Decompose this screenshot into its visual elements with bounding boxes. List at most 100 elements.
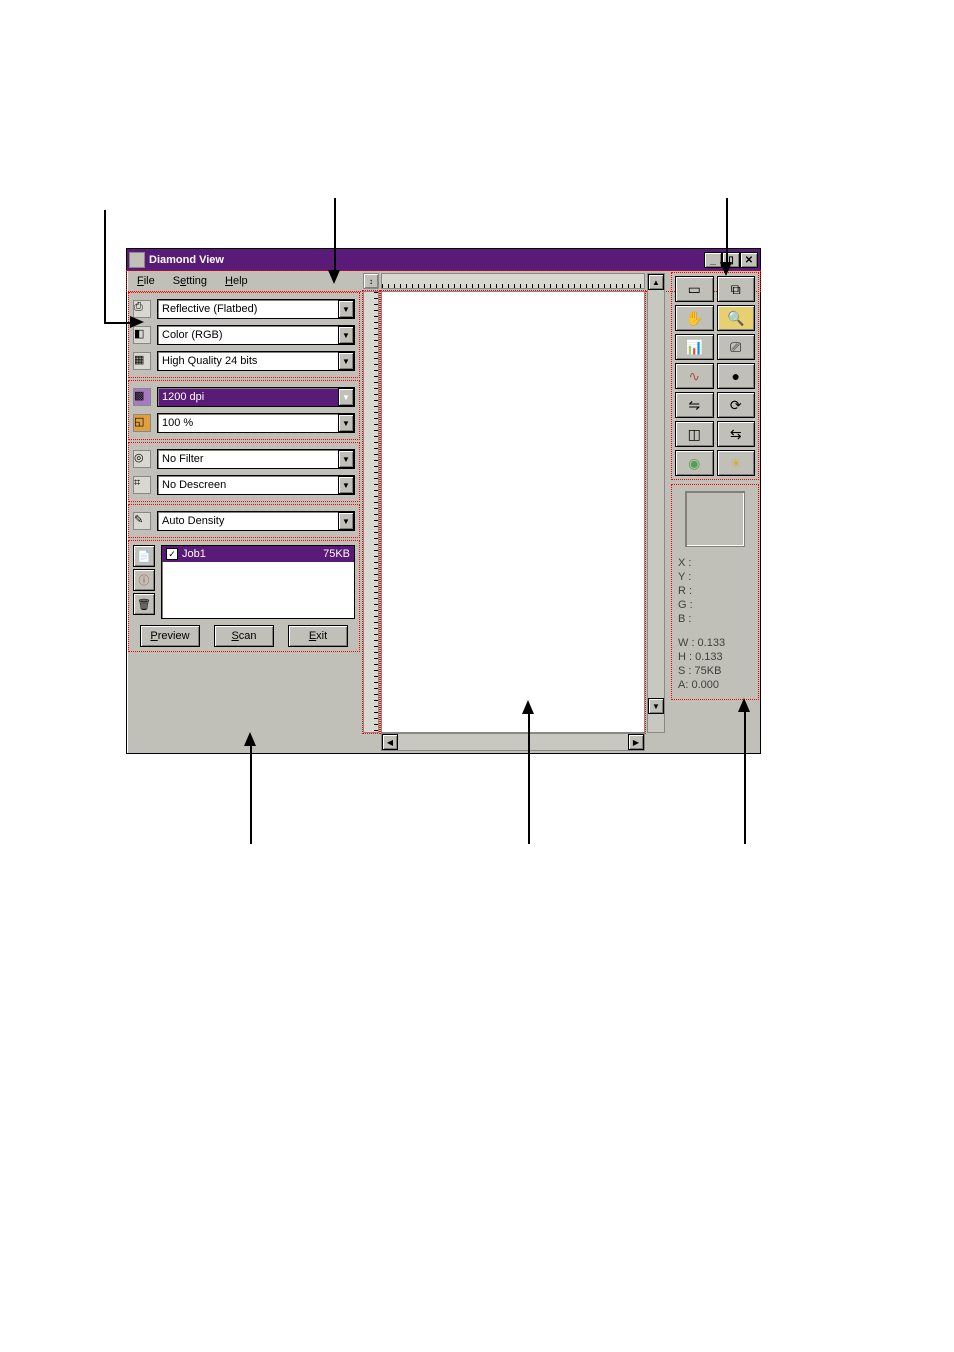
density-value: Auto Density	[162, 515, 224, 527]
grid-icon: ▩	[133, 388, 151, 406]
chevron-down-icon[interactable]: ▼	[338, 414, 354, 432]
scroll-left-button[interactable]: ◀	[382, 734, 398, 750]
chevron-down-icon[interactable]: ▼	[338, 388, 354, 406]
chevron-down-icon[interactable]: ▼	[338, 476, 354, 494]
scale-icon: ◱	[133, 414, 151, 432]
bits-icon: ▦	[133, 352, 151, 370]
job-name: Job1	[182, 548, 206, 560]
levels-tool[interactable]: ⎚	[717, 334, 756, 360]
titlebar: Diamond View _ ▯ ✕	[127, 249, 760, 271]
callout-arrow	[726, 198, 728, 264]
filter-value: No Filter	[162, 453, 204, 465]
preview-canvas[interactable]	[381, 291, 645, 733]
descreen-icon: ⌗	[133, 476, 151, 494]
bit-depth-combo[interactable]: High Quality 24 bits ▼	[157, 351, 355, 371]
curves-tool[interactable]: ∿	[675, 363, 714, 389]
job-info-button[interactable]: ⓘ	[133, 569, 155, 591]
callout-arrowhead	[522, 700, 534, 714]
color-balance-tool[interactable]: ◉	[675, 450, 714, 476]
scrollbar-vertical[interactable]: ▲ ▼	[647, 273, 665, 733]
job-size: 75KB	[323, 548, 350, 560]
info-h: H : 0.133	[678, 651, 752, 663]
source-value: Reflective (Flatbed)	[162, 303, 257, 315]
info-a: A: 0.000	[678, 679, 752, 691]
info-b: B :	[678, 613, 752, 625]
brightness-tool[interactable]: ☀	[717, 450, 756, 476]
exit-button[interactable]: Exit	[288, 625, 348, 647]
source-combo[interactable]: Reflective (Flatbed) ▼	[157, 299, 355, 319]
delete-job-button[interactable]: 🗑	[133, 593, 155, 615]
scan-button[interactable]: Scan	[214, 625, 274, 647]
frame-tool[interactable]: ▭	[675, 276, 714, 302]
scan-settings-group: ⎙ Reflective (Flatbed) ▼ ◧ Color (RGB) ▼…	[129, 293, 359, 377]
chevron-down-icon[interactable]: ▼	[338, 450, 354, 468]
hand-tool[interactable]: ✋	[675, 305, 714, 331]
descreen-value: No Descreen	[162, 479, 226, 491]
bit-depth-value: High Quality 24 bits	[162, 355, 257, 367]
circle-tool[interactable]: ●	[717, 363, 756, 389]
close-button[interactable]: ✕	[740, 252, 758, 268]
info-w: W : 0.133	[678, 637, 752, 649]
info-panel: X : Y : R : G : B : W : 0.133 H : 0.133 …	[672, 485, 758, 699]
info-y: Y :	[678, 571, 752, 583]
tool-palette: ▭ ⧉ ✋ 🔍 📊 ⎚ ∿ ● ⇋ ⟳ ◫ ⇆ ◉ ☀	[672, 273, 758, 479]
preview-button[interactable]: Preview	[140, 625, 200, 647]
callout-arrowhead	[130, 316, 144, 328]
ruler-origin-button[interactable]: ↕	[363, 273, 379, 289]
color-mode-combo[interactable]: Color (RGB) ▼	[157, 325, 355, 345]
callout-arrowhead	[328, 270, 340, 284]
color-swatch	[685, 491, 745, 547]
chevron-down-icon[interactable]: ▼	[338, 352, 354, 370]
color-mode-icon: ◧	[133, 326, 151, 344]
settings-panel: ⎙ Reflective (Flatbed) ▼ ◧ Color (RGB) ▼…	[129, 293, 359, 751]
info-s: S : 75KB	[678, 665, 752, 677]
ruler-horizontal	[381, 273, 645, 289]
new-job-button[interactable]: 📄	[133, 545, 155, 567]
ruler-vertical	[363, 291, 379, 733]
duplicate-tool[interactable]: ⧉	[717, 276, 756, 302]
right-panel: ▭ ⧉ ✋ 🔍 📊 ⎚ ∿ ● ⇋ ⟳ ◫ ⇆ ◉ ☀ X : Y : R : …	[672, 273, 758, 751]
info-r: R :	[678, 585, 752, 597]
rotate-tool[interactable]: ⟳	[717, 392, 756, 418]
info-g: G :	[678, 599, 752, 611]
scale-combo[interactable]: 100 % ▼	[157, 413, 355, 433]
wand-icon: ✎	[133, 512, 151, 530]
flip-tool[interactable]: ⇋	[675, 392, 714, 418]
zoom-tool[interactable]: 🔍	[717, 305, 756, 331]
resolution-combo[interactable]: 1200 dpi ▼	[157, 387, 355, 407]
resolution-value: 1200 dpi	[162, 391, 204, 403]
crop-tool[interactable]: ◫	[675, 421, 714, 447]
filter-icon: ◎	[133, 450, 151, 468]
app-window: Diamond View _ ▯ ✕ File Setting Help ⎙ R…	[126, 248, 761, 754]
filter-combo[interactable]: No Filter ▼	[157, 449, 355, 469]
app-icon	[129, 252, 145, 268]
callout-arrow	[250, 744, 252, 844]
menu-file[interactable]: File	[137, 275, 155, 287]
job-item[interactable]: ✓ Job1 75KB	[162, 546, 354, 562]
callout-arrow	[104, 210, 106, 322]
callout-arrow	[104, 322, 132, 324]
callout-arrowhead	[738, 698, 750, 712]
scroll-down-button[interactable]: ▼	[648, 698, 664, 714]
chevron-down-icon[interactable]: ▼	[338, 326, 354, 344]
descreen-combo[interactable]: No Descreen ▼	[157, 475, 355, 495]
mirror-tool[interactable]: ⇆	[717, 421, 756, 447]
scroll-right-button[interactable]: ▶	[628, 734, 644, 750]
scroll-up-button[interactable]: ▲	[648, 274, 664, 290]
window-title: Diamond View	[149, 254, 224, 266]
callout-arrow	[528, 712, 530, 844]
callout-arrowhead	[244, 732, 256, 746]
density-combo[interactable]: Auto Density ▼	[157, 511, 355, 531]
scale-value: 100 %	[162, 417, 193, 429]
job-checkbox[interactable]: ✓	[166, 548, 178, 560]
histogram-tool[interactable]: 📊	[675, 334, 714, 360]
scrollbar-horizontal[interactable]: ◀ ▶	[381, 733, 645, 751]
menu-setting[interactable]: Setting	[173, 275, 207, 287]
chevron-down-icon[interactable]: ▼	[338, 300, 354, 318]
color-mode-value: Color (RGB)	[162, 329, 223, 341]
job-list[interactable]: ✓ Job1 75KB	[161, 545, 355, 619]
callout-arrow	[744, 710, 746, 844]
chevron-down-icon[interactable]: ▼	[338, 512, 354, 530]
menu-help[interactable]: Help	[225, 275, 248, 287]
resolution-group: ▩ 1200 dpi ▼ ◱ 100 % ▼	[129, 381, 359, 439]
